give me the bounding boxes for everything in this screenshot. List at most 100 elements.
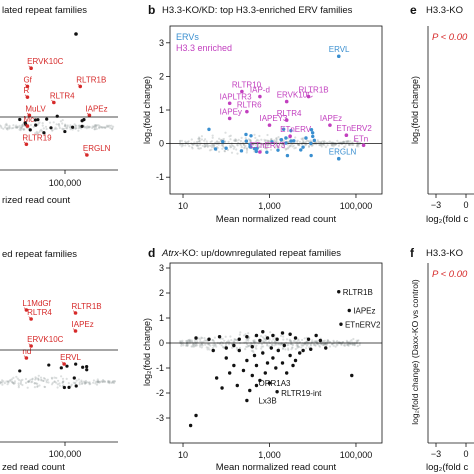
panel-a-background-point — [32, 125, 35, 128]
panel-d-point — [245, 398, 249, 403]
panel-b-background-point — [235, 139, 238, 142]
panel-c-background-point — [37, 378, 40, 381]
panel-a-point-label: Mc — [23, 115, 34, 124]
panel-d-background-point — [244, 348, 247, 351]
panel-a-background-point — [18, 124, 21, 127]
panel-b-background-point — [242, 144, 246, 147]
panel-b-labelled-point — [227, 116, 232, 121]
panel-d-background-point — [284, 348, 287, 351]
panel-d-background-point — [355, 340, 358, 344]
panel-c-background-point — [56, 383, 59, 386]
panel-c-point — [65, 364, 69, 368]
panel-a-background-point — [73, 123, 76, 126]
panel-b-background-point — [293, 147, 296, 150]
panel-d-point — [288, 332, 292, 336]
panel-a-background-point — [105, 125, 108, 128]
panel-b-background-point — [302, 141, 305, 144]
panel-a-background-point — [111, 127, 114, 130]
panel-a-background-point — [0, 126, 3, 129]
panel-d-background-point — [192, 345, 195, 348]
panel-a-background-point — [22, 123, 25, 126]
panel-b-background-point — [197, 147, 200, 150]
panel-b-background-point — [222, 137, 225, 141]
panel-d-background-point — [193, 340, 197, 344]
panel-a-background-point — [0, 124, 2, 127]
panel-a-point — [63, 129, 67, 134]
panel-b-background-point — [221, 145, 224, 148]
panel-a-background-point — [57, 123, 61, 126]
panel-b-background-point — [276, 146, 279, 149]
panel-c-background-point — [94, 382, 97, 385]
panel-b-background-point — [323, 140, 326, 143]
panel-d-background-point — [314, 343, 317, 347]
panel-d-point — [276, 348, 281, 353]
panel-d-background-point — [332, 340, 336, 343]
panel-d-background-point — [351, 343, 354, 346]
panel-c-background-point — [101, 380, 104, 384]
panel-a-point-label: R — [23, 86, 29, 95]
panel-d-point — [350, 373, 354, 378]
panel-d-background-point — [285, 338, 289, 341]
panel-b-background-point — [184, 140, 187, 143]
panel-b-background-point — [322, 141, 325, 144]
panel-b-legend-h33: H3.3 enriched — [176, 43, 232, 53]
panel-b-background-point — [348, 143, 351, 147]
panel-b-background-point — [255, 140, 258, 143]
panel-b-point-label: RLTR6 — [237, 101, 262, 110]
panel-a-background-point — [91, 125, 94, 128]
panel-b-background-point — [277, 141, 280, 144]
panel-d-point — [271, 333, 275, 338]
panel-d-background-point — [194, 343, 197, 346]
panel-a-background-point — [85, 127, 88, 130]
panel-b-erv-point — [281, 127, 286, 131]
panel-a-background-point — [101, 126, 104, 129]
panel-c-background-point — [51, 381, 54, 384]
panel-d-background-point — [270, 340, 273, 343]
panel-b-background-point — [287, 141, 290, 144]
panel-b-background-point — [193, 141, 196, 144]
panel-b-point-label: IAPEY3 — [259, 114, 288, 123]
panel-b-background-point — [215, 140, 218, 143]
panel-d-point — [245, 358, 249, 363]
panel-d-background-point — [351, 343, 354, 346]
panel-a-background-point — [69, 128, 72, 131]
panel-c-background-point — [111, 381, 115, 384]
panel-b-point-label: ETnERV3 — [250, 141, 286, 150]
panel-b-background-point — [347, 139, 350, 143]
panel-a-background-point — [112, 125, 115, 128]
panel-b-background-point — [318, 141, 321, 144]
panel-b-background-point — [230, 144, 233, 147]
panel-b-erv-point — [248, 145, 252, 149]
panel-b-background-point — [239, 144, 243, 147]
panel-b-background-point — [203, 139, 206, 142]
panel-c-background-point — [80, 382, 83, 385]
panel-b-background-point — [347, 141, 350, 144]
panel-a-background-point — [77, 129, 80, 132]
panel-c-background-point — [86, 381, 89, 384]
panel-d-background-point — [205, 339, 208, 342]
panel-b-background-point — [205, 140, 208, 143]
panel-d-background-point — [346, 343, 349, 347]
panel-d-background-point — [357, 339, 360, 342]
panel-b-x-tick-label: 100,000 — [340, 201, 373, 211]
panel-d-background-point — [288, 338, 291, 341]
panel-b-background-point — [187, 140, 190, 143]
panel-b-y-tick-label: 1 — [159, 105, 164, 115]
panel-c-background-point — [107, 381, 110, 384]
panel-d-x-tick-label: 100,000 — [340, 450, 373, 460]
panel-d-background-point — [322, 343, 325, 346]
panel-d-background-point — [352, 337, 355, 341]
panel-c-background-point — [3, 382, 6, 385]
panel-d-background-point — [260, 343, 263, 346]
panel-b-erv-point — [276, 148, 280, 152]
panel-b-erv-point — [207, 127, 211, 132]
panel-b-erv-point — [289, 139, 293, 143]
panel-d-axes: 10 1,000 100,000 -3 -2 -1 0 1 2 3 — [156, 263, 372, 460]
panel-b-background-point — [356, 144, 359, 147]
panel-d-background-point — [246, 345, 249, 348]
panel-a-point — [74, 32, 78, 36]
panel-d-background-point — [356, 339, 359, 342]
panel-c-background-point — [81, 382, 84, 385]
panel-d-background-point — [291, 346, 294, 349]
panel-b-background-point — [217, 141, 220, 144]
